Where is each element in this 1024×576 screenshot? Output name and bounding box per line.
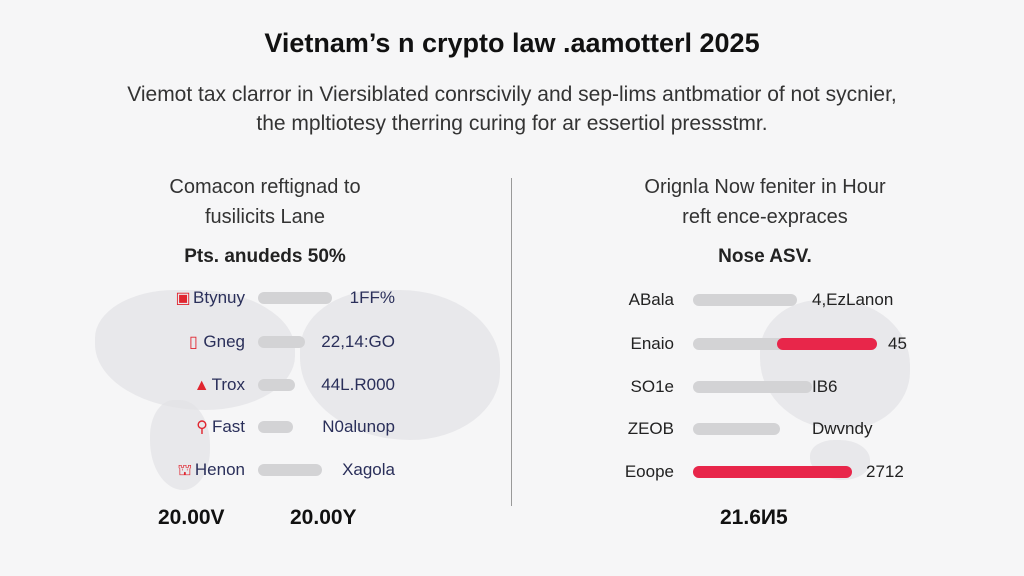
right-row-label: Eoope xyxy=(624,462,674,481)
document-icon: ▯ xyxy=(189,334,198,351)
left-row-label: Gneg xyxy=(203,332,245,351)
right-row-bar xyxy=(693,381,812,393)
right-row-bar xyxy=(693,423,780,435)
right-subheading: Nose ASV. xyxy=(718,246,812,267)
left-row: ▲ Trox xyxy=(150,375,245,395)
right-row-value: IB6 xyxy=(812,377,838,396)
asia-map-background xyxy=(760,300,910,430)
left-footer-value-2: 20.00Y xyxy=(290,506,357,529)
bank-icon: ⛫ xyxy=(177,462,193,479)
badge-icon: ▣ xyxy=(175,290,191,307)
left-row: ⚲ Fast xyxy=(150,417,245,437)
left-row-value: 1FF% xyxy=(349,288,395,307)
left-row-label: Fast xyxy=(211,417,245,436)
right-row-highlight-bar xyxy=(693,466,852,478)
world-map-background xyxy=(300,290,500,440)
right-row-label: ZEOB xyxy=(627,419,674,438)
divider xyxy=(511,178,512,506)
left-row-bar xyxy=(258,464,322,476)
left-row-label: Btynuy xyxy=(193,288,245,307)
page-title: Vietnam’s n crypto law .aamotterl 2025 xyxy=(264,28,760,58)
right-row-label: SO1e xyxy=(630,377,674,396)
left-row-label: Henon xyxy=(194,460,245,479)
left-footer-value-1: 20.00V xyxy=(158,506,225,529)
warning-icon: ▲ xyxy=(193,377,210,394)
location-pin-icon: ⚲ xyxy=(196,419,208,436)
subtitle-line-2: the mpltiotesy therring curing for ar es… xyxy=(256,112,768,135)
right-row-label: ABala xyxy=(628,290,674,309)
right-row-highlight-bar xyxy=(777,338,877,350)
right-row-value: 45 xyxy=(888,334,907,353)
left-row-bar xyxy=(258,421,293,433)
right-heading-2: reft ence-expraces xyxy=(682,206,848,228)
left-row-label: Trox xyxy=(211,375,245,394)
left-row: ⛫ Henon xyxy=(150,460,245,481)
left-row-value: N0alunop xyxy=(322,417,395,436)
left-row-bar xyxy=(258,336,305,348)
world-map-background xyxy=(150,400,210,490)
right-row-bar xyxy=(693,294,797,306)
left-row-bar xyxy=(258,379,295,391)
subtitle-line-1: Viemot tax clarror in Viersiblated conrs… xyxy=(127,83,897,106)
right-footer-value: 21.6И5 xyxy=(720,506,788,529)
left-heading-1: Comacon reftignad to xyxy=(169,176,361,198)
right-row-value: 2712 xyxy=(866,462,904,481)
left-row-bar xyxy=(258,292,332,304)
left-row-value: Xagola xyxy=(342,460,395,479)
left-row-value: 22,14:GO xyxy=(321,332,395,351)
left-row-value: 44L.R000 xyxy=(321,375,395,394)
right-row-value: 4,EzLanon xyxy=(812,290,894,309)
left-heading-2: fusilicits Lane xyxy=(204,206,326,228)
right-row-label: Enaio xyxy=(630,334,674,353)
left-row: ▯ Gneg xyxy=(150,332,245,352)
left-subheading: Pts. anudeds 50% xyxy=(184,246,346,267)
right-row-value: Dwvndy xyxy=(812,419,873,438)
right-heading-1: Orignla Now feniter in Hour xyxy=(644,176,886,198)
left-row: ▣ Btynuy xyxy=(150,288,245,308)
